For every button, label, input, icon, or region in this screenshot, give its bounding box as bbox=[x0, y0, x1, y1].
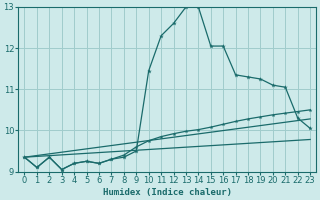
X-axis label: Humidex (Indice chaleur): Humidex (Indice chaleur) bbox=[103, 188, 232, 197]
